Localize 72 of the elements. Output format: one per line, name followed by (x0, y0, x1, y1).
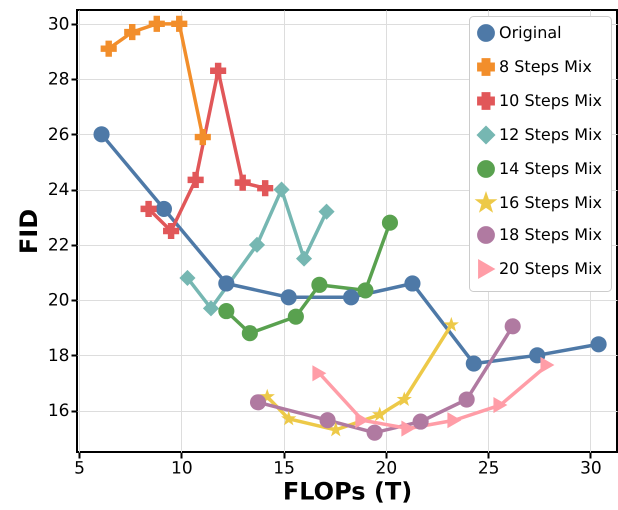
point (444, 316, 459, 332)
y-tick-label: 24 (48, 180, 70, 200)
legend-label: 10 Steps Mix (499, 91, 602, 110)
y-tick-label: 28 (48, 70, 70, 90)
y-axis-title: FID (14, 208, 43, 254)
x-tick-label: 10 (171, 458, 193, 478)
point (540, 356, 554, 374)
point (396, 391, 412, 406)
y-tick-label: 22 (48, 235, 70, 256)
point (234, 174, 251, 191)
point (412, 414, 429, 430)
x-tick-label: 20 (376, 458, 398, 478)
point (366, 424, 383, 441)
point (372, 406, 388, 422)
legend-label: 18 Steps Mix (499, 225, 602, 244)
point (202, 300, 220, 316)
x-tick-label: 15 (273, 458, 295, 478)
x-tick-label: 25 (478, 458, 500, 478)
legend-label: 14 Steps Mix (499, 159, 602, 178)
legend-label: 16 Steps Mix (499, 193, 602, 212)
point (250, 394, 266, 410)
point (318, 204, 335, 220)
point (148, 16, 165, 32)
point (401, 420, 416, 437)
point (218, 303, 234, 320)
point (343, 289, 360, 306)
x-tick-label: 30 (580, 458, 602, 478)
point (357, 282, 374, 298)
point (163, 222, 180, 240)
point (248, 236, 266, 253)
point (188, 172, 204, 188)
y-tick-label: 20 (48, 290, 70, 311)
point (529, 347, 546, 364)
point (281, 410, 296, 426)
point (93, 126, 110, 142)
x-tick-label: 5 (74, 458, 85, 478)
point (466, 356, 482, 372)
point (218, 275, 234, 292)
legend-label: 12 Steps Mix (499, 125, 602, 144)
point (100, 40, 117, 57)
point (382, 214, 398, 231)
point (296, 250, 312, 267)
y-tick-label: 30 (48, 14, 70, 34)
point (320, 412, 336, 428)
legend-label: 8 Steps Mix (499, 57, 592, 76)
point (458, 391, 475, 408)
point (194, 129, 211, 146)
point (311, 276, 328, 293)
point (312, 365, 326, 382)
point (171, 16, 188, 32)
point (493, 396, 508, 414)
legend-label: Original (499, 23, 562, 42)
point (288, 308, 304, 325)
y-tick-label: 16 (48, 401, 70, 422)
point (447, 412, 462, 428)
point (210, 62, 226, 79)
y-tick-label: 26 (48, 124, 70, 145)
point (179, 270, 196, 286)
point (140, 200, 157, 217)
point (504, 318, 521, 334)
point (156, 200, 172, 217)
legend-label: 20 Steps Mix (499, 259, 602, 278)
point (590, 336, 607, 352)
y-tick-label: 18 (48, 346, 70, 366)
point (242, 325, 258, 342)
point (257, 180, 274, 196)
point (280, 289, 297, 306)
point (404, 275, 421, 292)
point (355, 412, 370, 428)
point (273, 182, 290, 198)
x-axis-title: FLOPs (T) (282, 478, 412, 506)
point (124, 24, 140, 40)
